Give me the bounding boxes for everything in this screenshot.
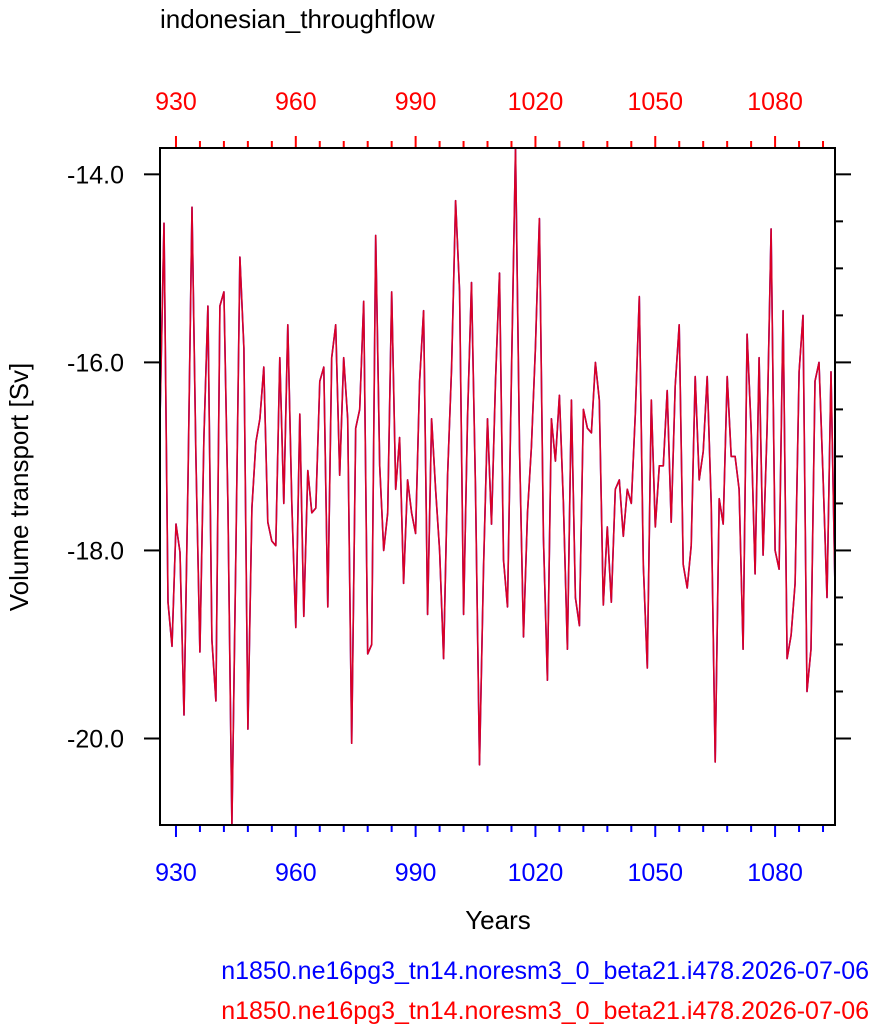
x-tick-label-bottom: 1050 [627, 859, 683, 887]
x-tick-label-top: 930 [155, 88, 197, 116]
plot-series [159, 147, 836, 826]
legend-caption-blue: n1850.ne16pg3_tn14.noresm3_0_beta21.i478… [221, 957, 869, 985]
x-tick-label-top: 1020 [508, 88, 564, 116]
x-tick-label-bottom: 990 [395, 859, 437, 887]
x-tick-label-top: 1080 [747, 88, 803, 116]
y-axis-title: Volume transport [Sv] [4, 363, 34, 612]
y-tick-label: -16.0 [67, 349, 124, 377]
y-tick-label: -18.0 [67, 537, 124, 565]
axis-ticks [144, 136, 851, 837]
x-tick-label-top: 960 [275, 88, 317, 116]
tick-labels: 930 930 960 960 990 990 1020 1020 1050 1050 1080 10… [67, 88, 803, 887]
x-tick-label-bottom: 960 [275, 859, 317, 887]
series-line-blue [159, 147, 836, 826]
x-tick-label-bottom: 1080 [747, 859, 803, 887]
series-line-red [159, 147, 836, 826]
legend-caption-red: n1850.ne16pg3_tn14.noresm3_0_beta21.i478… [221, 997, 869, 1025]
x-axis-title: Years [465, 905, 531, 935]
x-tick-label-bottom: 930 [155, 859, 197, 887]
x-tick-label-top: 990 [395, 88, 437, 116]
x-tick-label-bottom: 1020 [508, 859, 564, 887]
y-tick-label: -14.0 [67, 161, 124, 189]
plot-frame [159, 147, 836, 826]
chart-title: indonesian_throughflow [160, 4, 435, 34]
x-tick-label-top: 1050 [627, 88, 683, 116]
y-tick-label: -20.0 [67, 725, 124, 753]
